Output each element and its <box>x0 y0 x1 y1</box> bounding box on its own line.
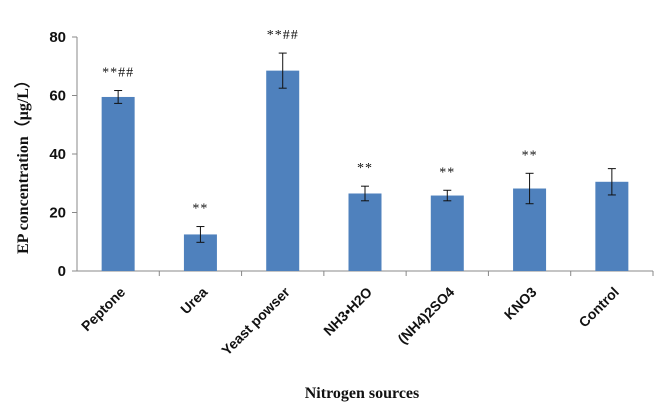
significance-label: ** <box>439 165 455 180</box>
category-label: NH3•H2O <box>320 284 375 339</box>
x-axis-title: Nitrogen sources <box>305 385 420 402</box>
category-label: (NH4)2SO4 <box>394 284 457 347</box>
significance-label: ** <box>522 148 538 163</box>
bar <box>430 195 464 271</box>
bar <box>101 96 135 272</box>
category-label: KNO3 <box>501 284 540 323</box>
significance-label: **## <box>267 28 299 43</box>
category-label: Control <box>575 284 622 331</box>
significance-label: ** <box>192 202 208 217</box>
category-label: Yeast powser <box>218 283 293 358</box>
y-tick-label: 60 <box>49 88 66 105</box>
bar <box>348 193 382 271</box>
y-tick-label: 20 <box>49 205 66 222</box>
bar <box>595 181 629 271</box>
category-label: Peptone <box>78 284 129 335</box>
y-tick-label: 0 <box>58 263 66 280</box>
y-tick-label: 40 <box>49 146 66 163</box>
significance-label: ** <box>357 161 373 176</box>
y-tick-label: 80 <box>49 29 66 46</box>
plot-area: 0 20 40 60 80 **## Peptone ** Urea **## Yeast pows… <box>49 28 654 358</box>
bar <box>266 70 300 271</box>
category-label: Urea <box>177 284 210 317</box>
y-axis-title: EP concentration（μg/L） <box>14 72 32 254</box>
significance-label: **## <box>102 66 134 81</box>
